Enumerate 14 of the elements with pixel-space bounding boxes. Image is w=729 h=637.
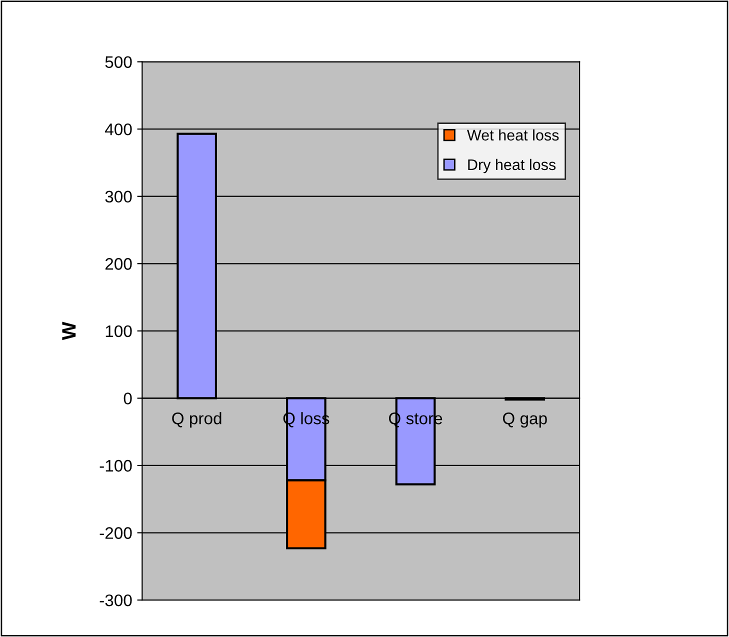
y-tick-label: 500 xyxy=(105,56,132,68)
legend-label: Wet heat loss xyxy=(467,129,559,141)
y-tick-label: -300 xyxy=(100,594,132,606)
legend-label: Dry heat loss xyxy=(468,158,556,174)
y-tick-label: -100 xyxy=(100,460,132,472)
y-axis-title: W xyxy=(62,322,76,340)
y-tick-label: 300 xyxy=(105,190,132,203)
x-tick-label: Q prod xyxy=(172,412,222,428)
y-tick-label: 0 xyxy=(124,392,132,404)
y-tick-label: 400 xyxy=(105,123,132,136)
y-tick-label: 200 xyxy=(105,258,132,270)
y-tick-label: -200 xyxy=(100,527,132,539)
x-tick-label: Q gap xyxy=(502,412,547,428)
y-tick-label: 100 xyxy=(106,325,132,338)
